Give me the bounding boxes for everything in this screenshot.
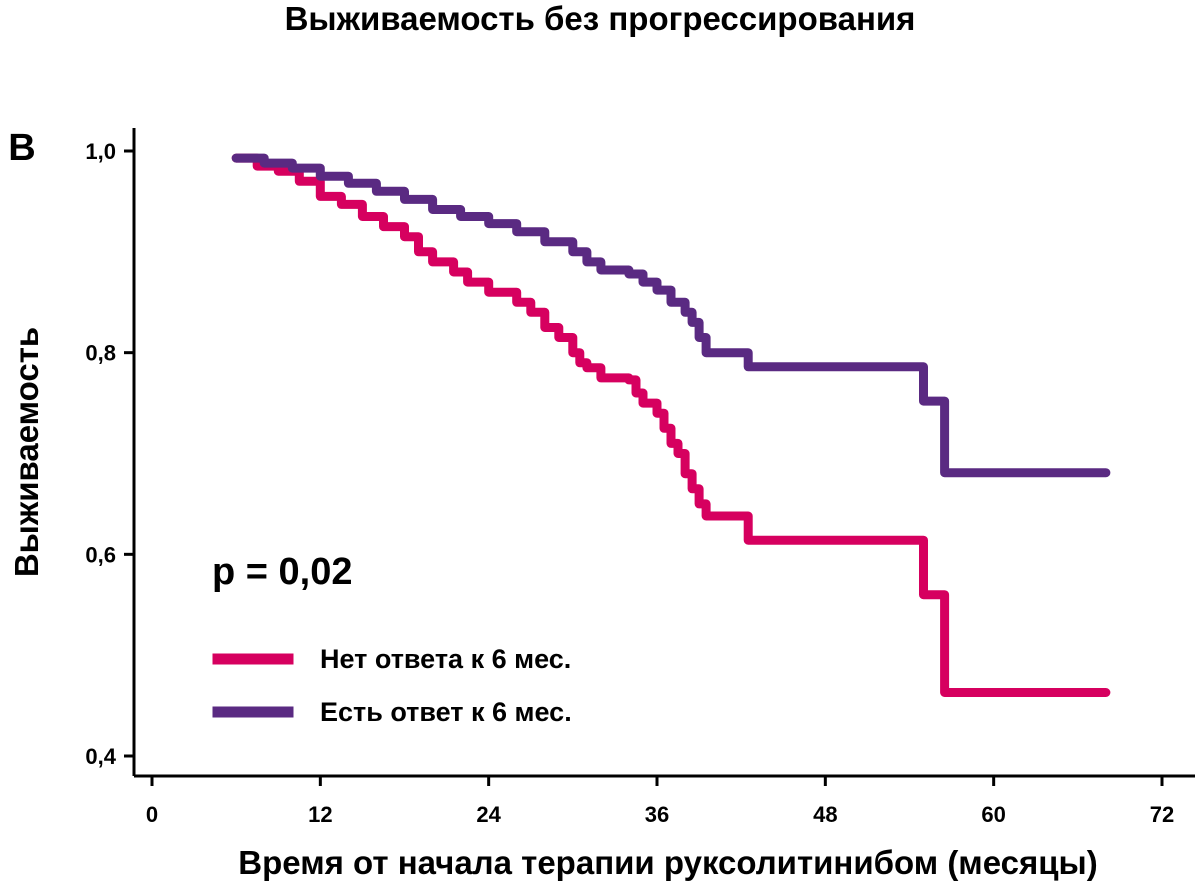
survival-curve-no-response xyxy=(231,153,1111,697)
x-tick-label: 12 xyxy=(308,802,332,827)
y-tick-label: 0,4 xyxy=(85,744,116,769)
x-tick-label: 0 xyxy=(146,802,158,827)
legend-label-no-response: Нет ответа к 6 мес. xyxy=(320,644,571,674)
p-value-annotation: p = 0,02 xyxy=(212,551,352,593)
panel-label: B xyxy=(8,127,35,169)
x-tick-label: 72 xyxy=(1150,802,1174,827)
y-tick-label: 0,8 xyxy=(85,341,116,366)
x-tick-label: 60 xyxy=(981,802,1005,827)
series-layer xyxy=(231,153,1111,697)
axes xyxy=(132,128,1195,778)
x-axis-title: Время от начала терапии руксолитинибом (… xyxy=(238,844,1097,881)
x-tick-label: 48 xyxy=(813,802,837,827)
legend: Нет ответа к 6 мес. Есть ответ к 6 мес. xyxy=(212,644,572,727)
chart-title: Выживаемость без прогрессирования xyxy=(285,0,916,37)
y-ticks: 0,4 0,6 0,8 1,0 xyxy=(85,139,134,769)
y-tick-label: 0,6 xyxy=(85,542,116,567)
y-tick-label: 1,0 xyxy=(85,139,116,164)
x-ticks: 0 12 24 36 48 60 72 xyxy=(146,776,1174,827)
survival-curve-response xyxy=(231,153,1111,478)
x-tick-label: 36 xyxy=(645,802,669,827)
x-tick-label: 24 xyxy=(476,802,501,827)
legend-label-response: Есть ответ к 6 мес. xyxy=(320,697,572,727)
y-axis-title: Выживаемость xyxy=(8,327,45,577)
